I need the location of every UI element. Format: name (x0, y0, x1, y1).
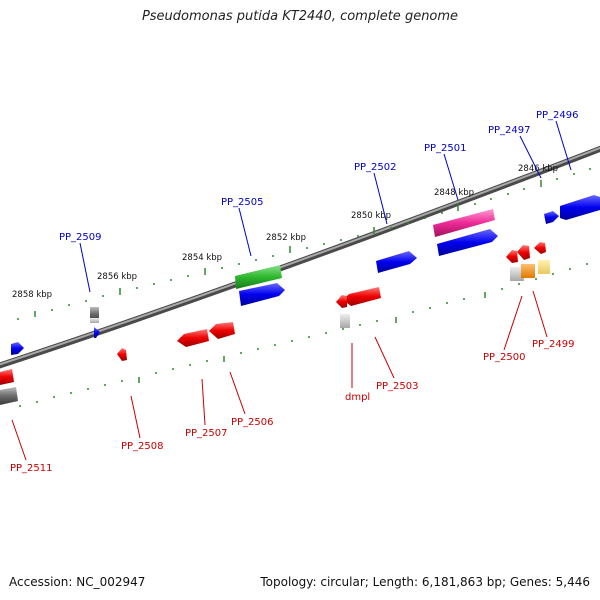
kbp-label: 2858 kbp (12, 290, 52, 300)
forward-gene-labels: PP_2496 PP_2497 PP_2501 PP_2502 PP_2505 … (59, 110, 579, 243)
gene-arrow-pp2501[interactable] (437, 229, 498, 256)
gene-arrow-pp2509[interactable] (94, 327, 100, 338)
gene-block-dmpl-domain[interactable] (340, 314, 350, 328)
kbp-label: 2852 kbp (266, 233, 306, 243)
gene-label-pp2503[interactable]: PP_2503 (376, 381, 419, 392)
gene-arrow-pp2505-domain[interactable] (235, 265, 282, 289)
gene-label-pp2508[interactable]: PP_2508 (121, 441, 164, 452)
gene-block-pp2511-domain[interactable] (0, 387, 18, 405)
reverse-leader-lines (11, 290, 548, 461)
reverse-gene-labels: PP_2499 PP_2500 PP_2503 dmpl PP_2506 PP_… (10, 339, 575, 474)
topology-text: Topology: circular; Length: 6,181,863 bp… (260, 575, 590, 589)
scale-track-forward (17, 168, 591, 320)
gene-block-pp2500-domain[interactable] (510, 267, 524, 281)
gene-arrow-pp2506[interactable] (209, 322, 235, 339)
kbp-label: 2848 kbp (434, 188, 474, 198)
scale-track-reverse (19, 263, 588, 407)
gene-arrow-pp2502[interactable] (376, 251, 417, 273)
gene-label-dmpl[interactable]: dmpl (345, 392, 370, 403)
kbp-label: 2846 kbp (518, 164, 558, 174)
gene-arrow-pp2496[interactable] (560, 195, 600, 220)
gene-arrow-pp2500b[interactable] (517, 245, 530, 260)
kbp-label: 2854 kbp (182, 253, 222, 263)
gene-arrow-pp2505[interactable] (239, 283, 285, 306)
gene-label-pp2496[interactable]: PP_2496 (536, 110, 579, 121)
gene-label-pp2505[interactable]: PP_2505 (221, 197, 264, 208)
gene-block-pp2500-domain-orange[interactable] (521, 264, 535, 278)
reverse-genes (0, 242, 550, 405)
gene-label-pp2501[interactable]: PP_2501 (424, 143, 467, 154)
gene-arrow-pp2500[interactable] (506, 250, 518, 263)
gene-block-pp2509-domain-pale[interactable] (90, 318, 99, 323)
gene-label-pp2497[interactable]: PP_2497 (488, 125, 531, 136)
gene-arrow-left-edge[interactable] (11, 342, 24, 355)
kbp-label: 2850 kbp (351, 211, 391, 221)
forward-leader-lines (79, 120, 572, 293)
gene-arrow-pp2499[interactable] (534, 242, 546, 254)
gene-arrow-pp2511[interactable] (0, 369, 14, 385)
gene-label-pp2500[interactable]: PP_2500 (483, 352, 526, 363)
gene-label-pp2499[interactable]: PP_2499 (532, 339, 575, 350)
gene-label-pp2507[interactable]: PP_2507 (185, 428, 228, 439)
gene-arrow-pp2497[interactable] (544, 211, 559, 224)
gene-block-pp2499-domain[interactable] (538, 260, 550, 274)
gene-arrow-pp2501-domain[interactable] (433, 209, 495, 237)
gene-arrow-dmpl[interactable] (336, 295, 347, 308)
gene-block-pp2509-domain[interactable] (90, 307, 99, 321)
forward-genes (11, 195, 600, 355)
gene-arrow-pp2503[interactable] (343, 287, 381, 306)
gene-arrow-pp2508[interactable] (117, 348, 127, 361)
gene-label-pp2511[interactable]: PP_2511 (10, 463, 53, 474)
gene-label-pp2509[interactable]: PP_2509 (59, 232, 102, 243)
kbp-labels: 2846 kbp 2848 kbp 2850 kbp 2852 kbp 2854… (12, 164, 558, 300)
gene-arrow-pp2507[interactable] (177, 329, 209, 347)
kbp-label: 2856 kbp (97, 272, 137, 282)
gene-label-pp2502[interactable]: PP_2502 (354, 162, 397, 173)
accession-text: Accession: NC_002947 (9, 575, 146, 589)
map-title: Pseudomonas putida KT2440, complete geno… (141, 9, 459, 24)
gene-label-pp2506[interactable]: PP_2506 (231, 417, 274, 428)
